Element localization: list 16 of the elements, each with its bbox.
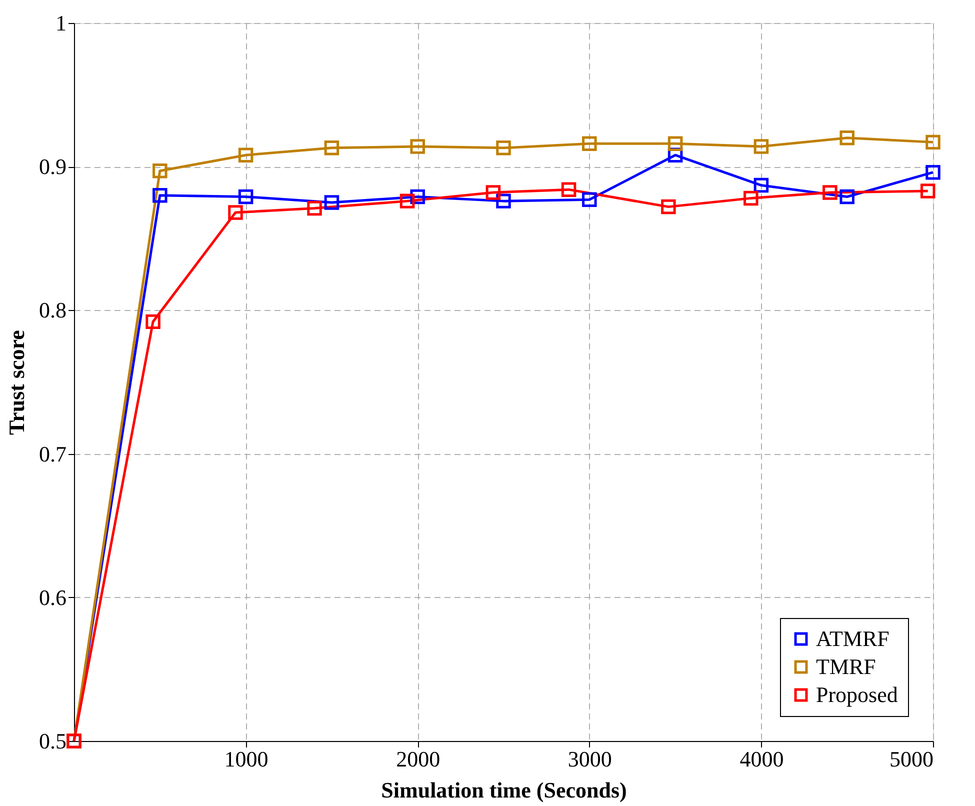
legend-label: Proposed [816,682,898,707]
y-axis-title: Trust score [4,330,29,435]
x-tick-label: 2000 [396,746,440,772]
legend-label: ATMRF [816,626,890,651]
y-tick-label: 0.7 [39,441,66,466]
y-tick-label: 0.9 [39,154,66,180]
y-tick-label: 0.8 [39,298,66,323]
x-axis-title: Simulation time (Seconds) [381,778,627,802]
y-tick-label: 0.5 [39,728,66,754]
x-tick-label: 3000 [568,746,612,772]
x-tick-label: 5000 [890,746,934,772]
y-tick-label: 1 [56,10,66,36]
x-tick-label: 4000 [740,746,784,772]
x-tick-label: 1000 [224,746,268,772]
y-tick-label: 0.6 [39,584,66,610]
legend-label: TMRF [816,654,876,679]
